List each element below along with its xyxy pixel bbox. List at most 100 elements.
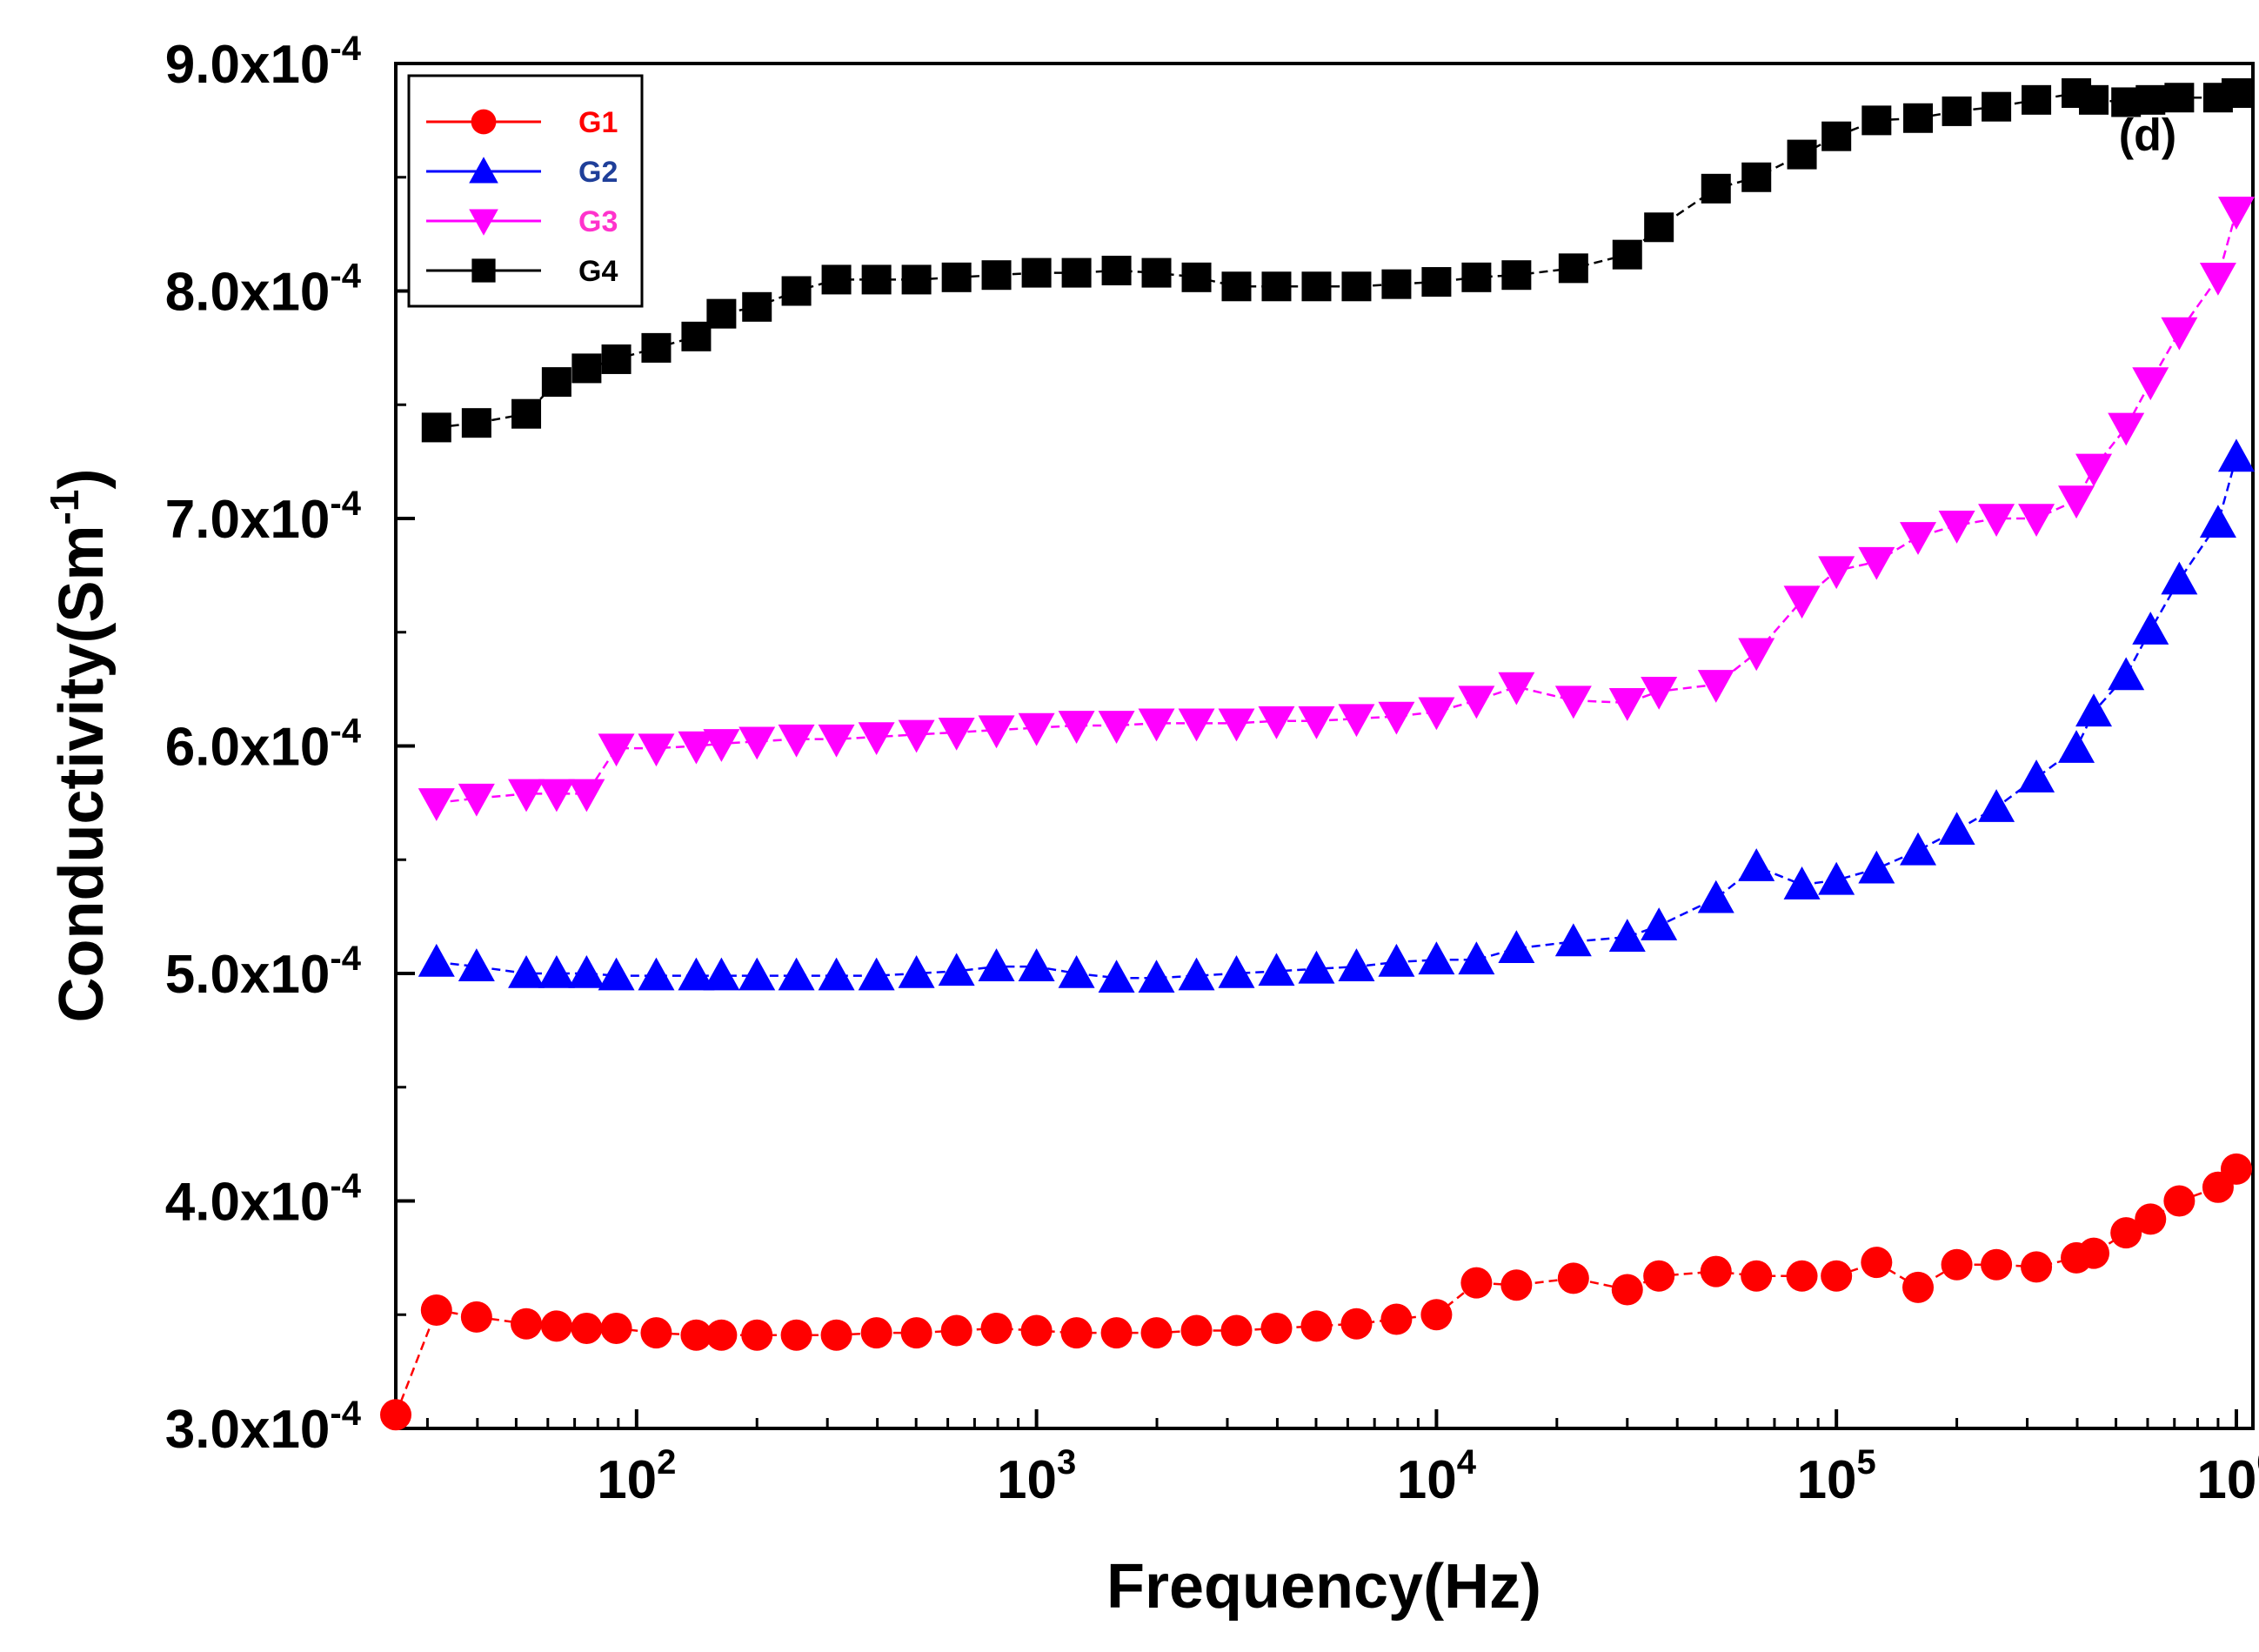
data-point-g3 bbox=[1608, 688, 1646, 721]
data-point-g2 bbox=[458, 948, 495, 981]
data-point-g2 bbox=[778, 957, 815, 991]
data-point-g2 bbox=[1418, 941, 1455, 975]
data-point-g3 bbox=[418, 788, 455, 821]
data-point-g2 bbox=[898, 955, 935, 988]
data-point-g3 bbox=[1058, 711, 1095, 744]
y-tick-label: 3.0x10-4 bbox=[165, 1395, 362, 1460]
data-point-g4 bbox=[1021, 257, 1052, 288]
data-point-g1 bbox=[1786, 1260, 1818, 1292]
axis-labels: 3.0x10-4 4.0x10-4 5.0x10-4 6.0x10-4 7.0x10-4… bbox=[165, 30, 2259, 1510]
legend-marker-g4 bbox=[471, 258, 496, 283]
data-point-g3 bbox=[898, 719, 935, 753]
data-point-g3 bbox=[1098, 711, 1135, 744]
data-point-g4 bbox=[511, 398, 542, 429]
data-point-g1 bbox=[900, 1317, 932, 1349]
data-point-g4 bbox=[861, 264, 892, 295]
data-point-g3 bbox=[2161, 317, 2198, 351]
data-point-g1 bbox=[2078, 1237, 2110, 1269]
data-point-g2 bbox=[1378, 943, 1415, 977]
data-point-g4 bbox=[1861, 105, 1892, 136]
data-point-g2 bbox=[1458, 941, 1495, 975]
data-point-g2 bbox=[2217, 438, 2255, 472]
data-point-g2 bbox=[858, 957, 895, 991]
plot-frame bbox=[394, 62, 2255, 1430]
data-point-g3 bbox=[1554, 686, 1592, 719]
legend-label-g3: G3 bbox=[578, 205, 618, 238]
data-point-g4 bbox=[1301, 271, 1332, 302]
data-point-g3 bbox=[1178, 708, 1215, 742]
data-point-g3 bbox=[2199, 263, 2236, 296]
data-point-g1 bbox=[940, 1314, 972, 1347]
data-point-g4 bbox=[1141, 257, 1172, 288]
data-point-g3 bbox=[2132, 367, 2169, 401]
data-point-g2 bbox=[1783, 866, 1821, 900]
data-point-g4 bbox=[981, 260, 1012, 291]
data-point-g3 bbox=[1018, 712, 1055, 746]
data-point-g1 bbox=[420, 1294, 452, 1327]
series-g3 bbox=[418, 197, 2255, 821]
data-point-g4 bbox=[421, 412, 451, 443]
data-point-g1 bbox=[1902, 1271, 1935, 1303]
data-point-g2 bbox=[1818, 861, 1855, 895]
data-point-g2 bbox=[1258, 953, 1295, 987]
data-point-g2 bbox=[2132, 612, 2169, 645]
data-point-g3 bbox=[818, 724, 855, 758]
series-line-g4 bbox=[436, 91, 2237, 429]
data-point-g3 bbox=[938, 718, 975, 751]
data-point-g4 bbox=[2079, 84, 2109, 115]
data-point-g1 bbox=[1020, 1314, 1053, 1347]
data-point-g3 bbox=[1978, 504, 2015, 537]
data-point-g4 bbox=[1612, 239, 1642, 270]
legend-label-g4: G4 bbox=[578, 255, 618, 288]
y-tick-label: 5.0x10-4 bbox=[165, 940, 362, 1005]
data-point-g1 bbox=[1300, 1310, 1333, 1342]
curve-label-g4: (d) bbox=[2119, 110, 2176, 160]
data-point-g4 bbox=[1741, 162, 1772, 192]
data-point-g4 bbox=[781, 276, 812, 306]
data-point-g1 bbox=[1941, 1248, 1973, 1281]
y-tick-label: 9.0x10-4 bbox=[165, 30, 362, 95]
data-point-g4 bbox=[1821, 121, 1852, 151]
y-tick-label: 7.0x10-4 bbox=[165, 485, 362, 550]
data-point-g4 bbox=[1501, 260, 1532, 291]
data-point-g1 bbox=[2163, 1185, 2196, 1217]
data-point-g1 bbox=[1611, 1274, 1643, 1306]
data-point-g2 bbox=[1338, 948, 1375, 981]
data-point-g4 bbox=[1261, 271, 1292, 302]
legend-label-g2: G2 bbox=[578, 156, 618, 189]
data-point-g1 bbox=[1981, 1248, 2013, 1281]
data-point-g1 bbox=[540, 1310, 572, 1342]
data-point-g4 bbox=[706, 298, 737, 329]
data-point-g2 bbox=[1178, 957, 1215, 991]
data-point-g3 bbox=[703, 729, 740, 762]
data-point-g1 bbox=[1557, 1262, 1589, 1294]
data-point-g3 bbox=[2018, 504, 2055, 537]
data-point-g2 bbox=[2058, 730, 2095, 763]
data-point-g2 bbox=[1738, 848, 1775, 881]
legend-marker-g1 bbox=[471, 109, 497, 135]
data-point-g3 bbox=[1738, 638, 1775, 672]
data-point-g4 bbox=[1221, 271, 1252, 302]
series-g1 bbox=[380, 1153, 2252, 1431]
data-point-g2 bbox=[2199, 505, 2236, 538]
data-series bbox=[380, 77, 2255, 1431]
data-point-g3 bbox=[1697, 670, 1734, 703]
data-point-g2 bbox=[1858, 850, 1895, 884]
data-point-g2 bbox=[1218, 955, 1255, 988]
data-point-g3 bbox=[2075, 453, 2113, 487]
data-point-g2 bbox=[978, 948, 1015, 981]
data-point-g3 bbox=[598, 733, 635, 767]
data-point-g4 bbox=[2164, 83, 2195, 113]
data-point-g3 bbox=[1138, 708, 1175, 742]
data-point-g1 bbox=[600, 1312, 632, 1344]
x-tick-label: 105 bbox=[1797, 1443, 1876, 1510]
data-point-g3 bbox=[1218, 708, 1255, 742]
data-point-g3 bbox=[978, 715, 1015, 749]
data-point-g1 bbox=[511, 1308, 543, 1340]
data-point-g3 bbox=[458, 783, 495, 817]
data-point-g4 bbox=[461, 408, 491, 438]
data-point-g3 bbox=[1338, 704, 1375, 738]
data-point-g2 bbox=[1900, 832, 1937, 866]
data-point-g1 bbox=[680, 1319, 712, 1351]
